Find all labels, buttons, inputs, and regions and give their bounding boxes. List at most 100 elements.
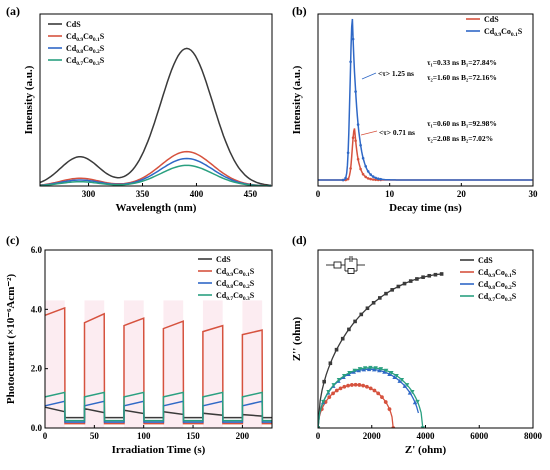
legend-entry-label-element: Co	[495, 292, 505, 301]
legend-entry-label-main: Cd	[66, 44, 77, 53]
series-point	[361, 156, 365, 160]
legend-entry-label: CdS	[66, 20, 81, 29]
series-point	[341, 178, 345, 182]
x-tick-label: 4000	[417, 431, 436, 441]
lifetime-annotation: τ₁=0.33 ns B₁=27.84%	[427, 58, 497, 67]
panel-label: (c)	[6, 233, 19, 247]
series-point	[349, 383, 354, 387]
series-point	[410, 390, 415, 395]
x-tick-label: 100	[137, 431, 151, 441]
x-tick-label: 20	[457, 189, 467, 199]
series-point	[376, 177, 380, 180]
series-point	[346, 371, 351, 376]
series-point	[433, 272, 438, 277]
series-point	[371, 367, 377, 372]
legend-entry-label-element: S	[518, 27, 523, 36]
x-axis-label: Z' (ohm)	[405, 444, 447, 456]
legend-entry-label: CdS	[216, 255, 231, 264]
series-point	[359, 144, 362, 147]
series-point	[361, 383, 366, 388]
x-tick-label: 200	[236, 431, 250, 441]
series-point	[404, 383, 410, 388]
legend-entry-label: Cd0.9Co0.1S	[216, 267, 255, 278]
annotation-leader	[361, 72, 377, 80]
series-point	[331, 383, 336, 388]
x-axis-label: Decay time (ns)	[389, 202, 462, 214]
series-point	[359, 167, 362, 171]
legend-entry-label-main: Cd	[66, 32, 77, 41]
series-point	[346, 383, 350, 388]
legend-entry-label-sub: 0.9	[488, 273, 495, 279]
x-tick-label: 6000	[470, 431, 489, 441]
legend-entry-label: Cd0.8Co0.2S	[478, 280, 517, 291]
y-tick-label: 4.0	[31, 304, 43, 314]
x-tick-label: 450	[244, 189, 258, 199]
avg-lifetime-label: <τ> 1.25 ns	[378, 69, 414, 78]
series-point	[351, 37, 355, 41]
y-tick-label: 2.0	[31, 364, 43, 374]
legend-entry-label-main: CdS	[216, 255, 231, 264]
series-point	[383, 400, 388, 404]
series-point	[346, 151, 350, 155]
series-point	[371, 178, 375, 181]
legend-entry-label-element: Co	[233, 291, 243, 300]
lifetime-annotation: τ₁=0.60 ns B₁=92.98%	[427, 119, 497, 128]
legend-entry-label: Cd0.7Co0.3S	[66, 56, 105, 67]
legend-entry-label-sub: 0.3	[93, 61, 100, 67]
series-point	[392, 374, 397, 379]
x-tick-label: 0	[316, 431, 321, 441]
panel-d-plot	[318, 272, 444, 428]
series-point	[321, 399, 326, 404]
series-line	[39, 150, 271, 187]
light-on-band	[202, 300, 223, 428]
series-point	[353, 382, 358, 387]
series-point	[399, 377, 405, 382]
panel-label: (d)	[292, 233, 307, 247]
series-point	[415, 399, 420, 404]
series-point	[344, 176, 347, 180]
series-point	[382, 369, 387, 374]
annotation-leader	[360, 130, 378, 136]
lifetime-annotation: τ₂=2.08 ns B₂=7.02%	[427, 134, 493, 143]
series-point	[374, 176, 378, 180]
series-point	[327, 395, 332, 399]
series-point	[340, 336, 345, 341]
series-line	[39, 47, 271, 187]
series-point	[356, 157, 360, 161]
series-point	[364, 175, 368, 179]
legend-entry-label-main: Cd	[478, 268, 489, 277]
series-point	[331, 391, 335, 396]
series-point	[412, 400, 418, 405]
series-point	[352, 368, 357, 373]
series-point	[342, 374, 347, 379]
panel-label: (b)	[292, 4, 307, 18]
series-point	[357, 367, 363, 372]
legend-entry-label: CdS	[484, 15, 499, 24]
panel-c-frame	[44, 249, 273, 429]
legend-entry-label-main: Cd	[216, 291, 227, 300]
panel-b-frame	[317, 13, 534, 187]
x-tick-label: 0	[43, 431, 48, 441]
x-tick-label: 0	[316, 189, 321, 199]
x-tick-label: 30	[529, 189, 539, 199]
series-point	[380, 395, 384, 399]
series-line	[39, 157, 271, 187]
series-point	[383, 368, 389, 373]
series-point	[347, 370, 352, 375]
series-point	[394, 374, 399, 379]
legend-entry-label-element: Co	[495, 268, 505, 277]
y-tick-label: 6.0	[31, 245, 43, 255]
series-point	[366, 177, 370, 180]
series-point	[346, 177, 350, 181]
series-point	[384, 291, 388, 296]
lifetime-annotation: τ₂=1.60 ns B₂=72.16%	[427, 73, 497, 82]
series-point	[328, 361, 333, 366]
legend-entry-label-element: Co	[495, 280, 505, 289]
legend-entry-label-sub: 0.1	[93, 37, 100, 43]
light-on-band	[163, 300, 184, 428]
series-point	[377, 368, 382, 373]
legend-entry-label-main: Cd	[216, 279, 227, 288]
legend-entry-label-sub: 0.3	[505, 297, 512, 303]
